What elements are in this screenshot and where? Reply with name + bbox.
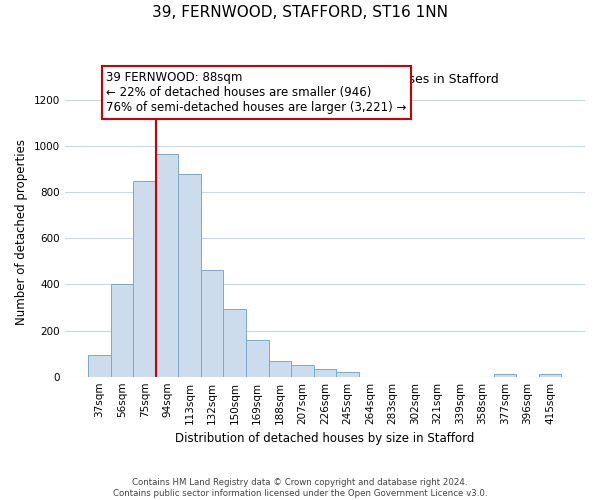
Bar: [156, 154, 178, 376]
Bar: [269, 360, 291, 376]
Bar: [223, 308, 246, 376]
Text: Contains HM Land Registry data © Crown copyright and database right 2024.
Contai: Contains HM Land Registry data © Crown c…: [113, 478, 487, 498]
Bar: [88, 354, 111, 376]
Bar: [111, 284, 133, 376]
Bar: [201, 270, 223, 376]
Bar: [133, 181, 156, 376]
Bar: [336, 372, 359, 376]
Bar: [539, 374, 562, 376]
Bar: [314, 368, 336, 376]
Bar: [178, 174, 201, 376]
Title: Size of property relative to detached houses in Stafford: Size of property relative to detached ho…: [151, 72, 499, 86]
Text: 39 FERNWOOD: 88sqm
← 22% of detached houses are smaller (946)
76% of semi-detach: 39 FERNWOOD: 88sqm ← 22% of detached hou…: [106, 71, 407, 114]
Y-axis label: Number of detached properties: Number of detached properties: [15, 140, 28, 326]
Bar: [246, 340, 269, 376]
Bar: [291, 364, 314, 376]
X-axis label: Distribution of detached houses by size in Stafford: Distribution of detached houses by size …: [175, 432, 475, 445]
Text: 39, FERNWOOD, STAFFORD, ST16 1NN: 39, FERNWOOD, STAFFORD, ST16 1NN: [152, 5, 448, 20]
Bar: [494, 374, 516, 376]
